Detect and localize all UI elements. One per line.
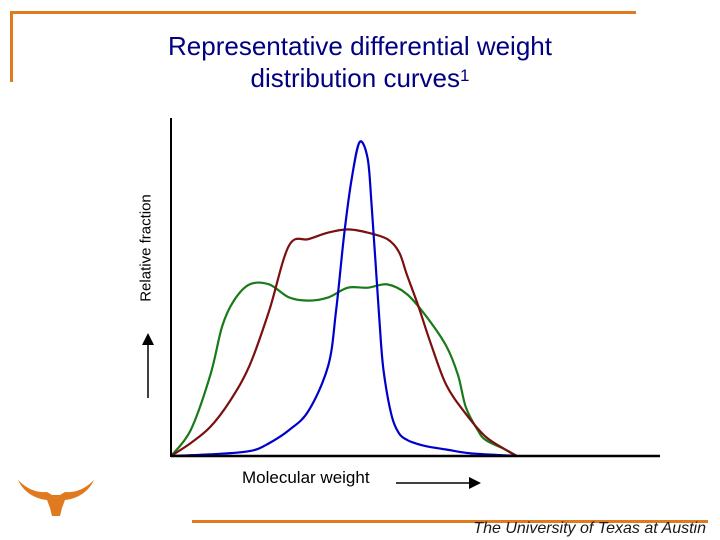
title-footnote-marker: 1 [460,66,470,85]
footer-university: The University of Texas at Austin [473,520,706,537]
title-line-2: distribution curves1 [60,62,660,94]
slide-title: Representative differential weight distr… [60,30,660,94]
frame-top-line [10,11,636,14]
y-axis-label: Relative fraction [137,194,155,302]
frame-left-line [10,11,13,82]
series-layer [170,140,518,458]
series-line-2 [170,228,518,457]
title-line-2-text: distribution curves [250,63,461,93]
longhorn-icon [18,480,94,516]
x-axis-label: Molecular weight [242,468,370,487]
series-line-1 [170,140,518,458]
series-line-3 [170,281,518,457]
frame-bottom-line [192,520,708,523]
title-line-1: Representative differential weight [168,31,552,61]
